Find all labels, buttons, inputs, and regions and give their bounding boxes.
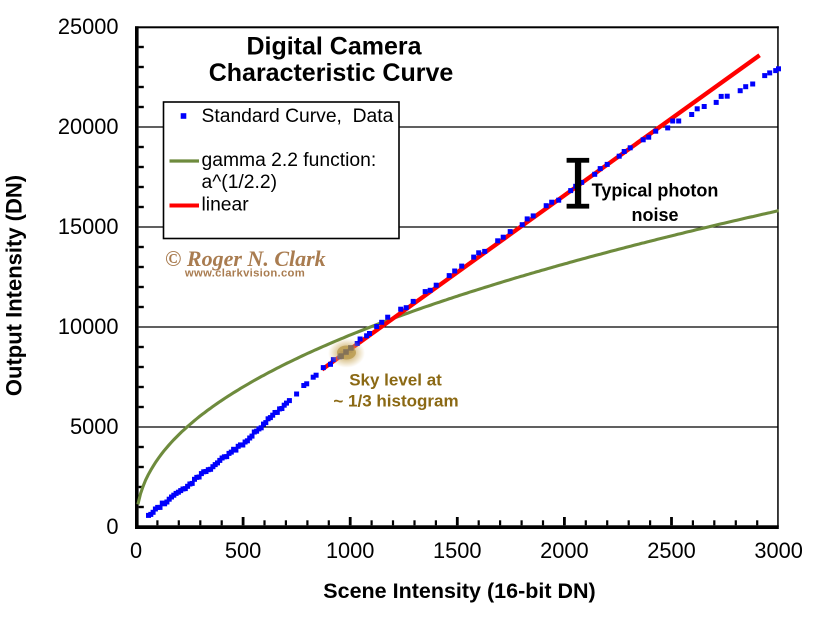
svg-text:~ 1/3 histogram: ~ 1/3 histogram (333, 391, 458, 410)
svg-text:15000: 15000 (58, 214, 119, 239)
svg-text:500: 500 (225, 538, 261, 563)
svg-text:0: 0 (106, 514, 118, 539)
svg-text:25000: 25000 (58, 14, 119, 39)
svg-text:2500: 2500 (647, 538, 696, 563)
svg-text:Standard Curve, Data: Standard Curve, Data (202, 106, 394, 127)
svg-text:a^(1/2.2): a^(1/2.2) (202, 172, 278, 193)
svg-text:www.clarkvision.com: www.clarkvision.com (184, 268, 305, 280)
svg-text:Scene Intensity (16-bit DN): Scene Intensity (16-bit DN) (323, 579, 595, 603)
svg-text:© Roger N. Clark: © Roger N. Clark (165, 246, 326, 271)
svg-text:Output Intensity (DN): Output Intensity (DN) (2, 175, 27, 396)
svg-text:Characteristic Curve: Characteristic Curve (209, 59, 454, 87)
svg-text:1500: 1500 (433, 538, 482, 563)
svg-text:noise: noise (631, 205, 678, 225)
svg-text:3000: 3000 (754, 538, 803, 563)
svg-text:1000: 1000 (326, 538, 375, 563)
svg-text:linear: linear (202, 195, 250, 216)
svg-text:2000: 2000 (540, 538, 589, 563)
svg-text:10000: 10000 (58, 314, 119, 339)
svg-text:Typical photon: Typical photon (592, 180, 719, 200)
svg-text:20000: 20000 (58, 114, 119, 139)
svg-text:0: 0 (130, 538, 142, 563)
svg-text:gamma 2.2 function:: gamma 2.2 function: (202, 150, 377, 171)
svg-text:5000: 5000 (70, 414, 119, 439)
svg-text:Sky level at: Sky level at (349, 370, 442, 389)
svg-text:Digital Camera: Digital Camera (246, 33, 422, 61)
